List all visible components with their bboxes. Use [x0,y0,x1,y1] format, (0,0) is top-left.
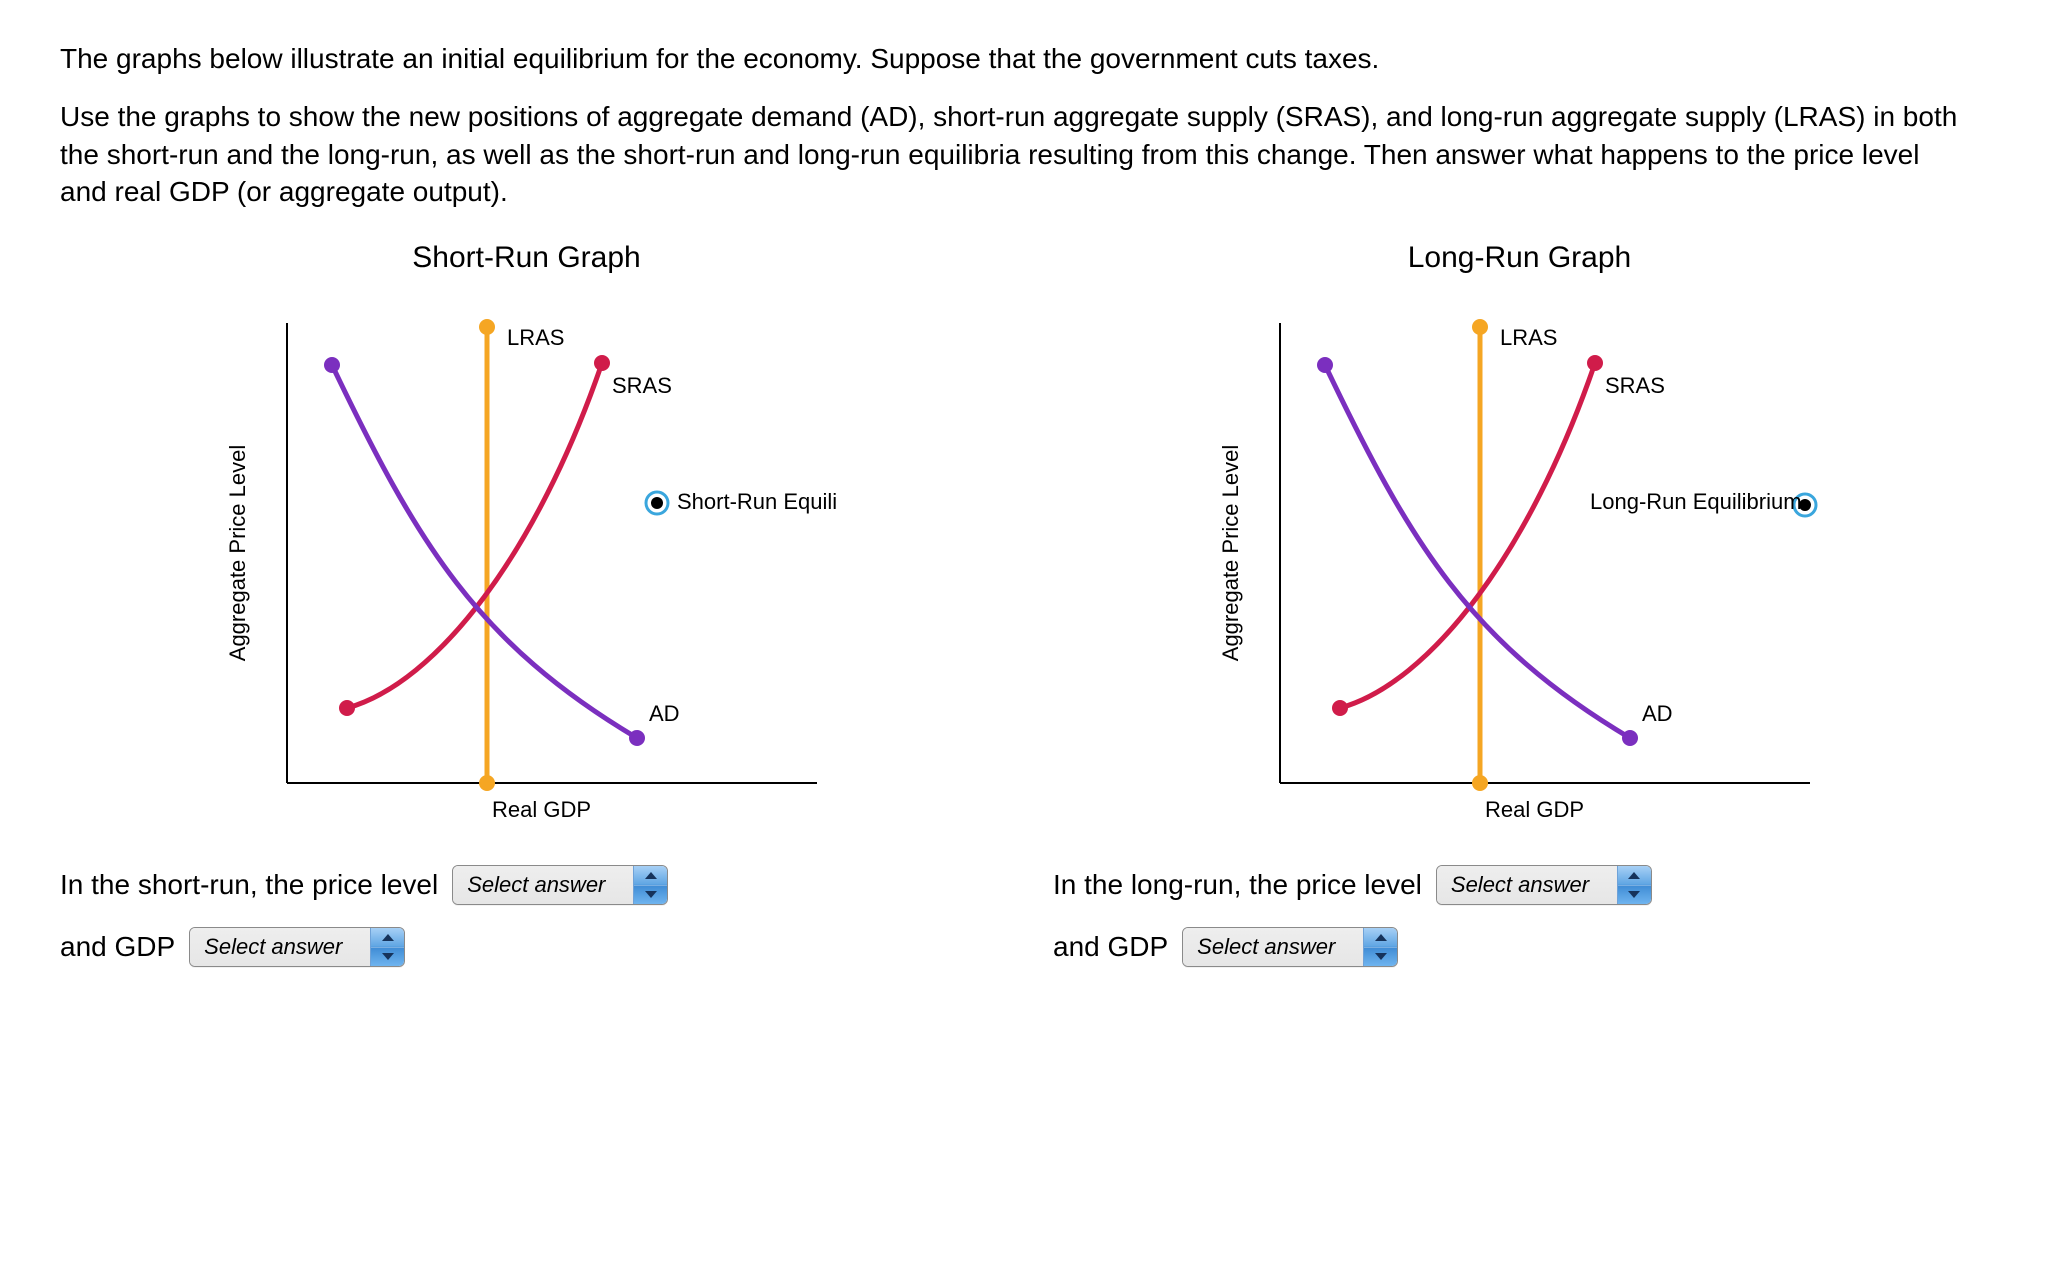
sras-label: SRAS [1605,373,1665,398]
select-placeholder: Select answer [190,928,370,966]
chevron-down-icon [371,948,404,967]
chevron-up-icon [1364,928,1397,948]
sras-endpoint[interactable] [1332,700,1348,716]
chevron-up-icon [634,866,667,886]
equilibrium-point[interactable] [646,492,668,514]
select-placeholder: Select answer [1183,928,1363,966]
short-run-answer-line1: In the short-run, the price level Select… [60,865,993,905]
ad-endpoint[interactable] [324,357,340,373]
long-run-answer-line1: In the long-run, the price level Select … [1053,865,1986,905]
y-axis-label: Aggregate Price Level [1218,445,1243,661]
lras-endpoint[interactable] [1472,319,1488,335]
chevron-down-icon [634,886,667,905]
chevron-up-icon [1618,866,1651,886]
equilibrium-label: Short-Run Equilibrium [677,489,837,514]
sras-endpoint[interactable] [339,700,355,716]
chevron-up-icon [371,928,404,948]
stepper-icon [370,928,404,966]
short-run-price-label: In the short-run, the price level [60,869,438,901]
select-placeholder: Select answer [1437,866,1617,904]
select-placeholder: Select answer [453,866,633,904]
lras-endpoint[interactable] [479,775,495,791]
lras-label: LRAS [1500,325,1557,350]
lras-endpoint[interactable] [479,319,495,335]
short-run-gdp-select[interactable]: Select answer [189,927,405,967]
sras-curve[interactable] [347,363,602,708]
y-axis-label: Aggregate Price Level [225,445,250,661]
lras-label: LRAS [507,325,564,350]
chevron-down-icon [1364,948,1397,967]
x-axis-label: Real GDP [492,797,591,822]
chevron-down-icon [1618,886,1651,905]
long-run-answer-line2: and GDP Select answer [1053,927,1986,967]
long-run-price-label: In the long-run, the price level [1053,869,1422,901]
ad-endpoint[interactable] [1622,730,1638,746]
long-run-graph-title: Long-Run Graph [1408,241,1631,275]
short-run-graph[interactable]: Aggregate Price Level Real GDP LRAS SRAS AD S… [217,283,837,843]
long-run-price-select[interactable]: Select answer [1436,865,1652,905]
ad-endpoint[interactable] [1317,357,1333,373]
x-axis-label: Real GDP [1485,797,1584,822]
long-run-graph[interactable]: Aggregate Price Level Real GDP LRAS SRAS AD L… [1210,283,1830,843]
ad-label: AD [649,701,680,726]
question-paragraph-1: The graphs below illustrate an initial e… [60,40,1960,78]
sras-endpoint[interactable] [1587,355,1603,371]
short-run-gdp-label: and GDP [60,931,175,963]
sras-curve[interactable] [1340,363,1595,708]
stepper-icon [1363,928,1397,966]
long-run-gdp-select[interactable]: Select answer [1182,927,1398,967]
sras-label: SRAS [612,373,672,398]
ad-endpoint[interactable] [629,730,645,746]
short-run-price-select[interactable]: Select answer [452,865,668,905]
short-run-block: Short-Run Graph Aggregate Price Level Rea… [60,241,993,967]
lras-endpoint[interactable] [1472,775,1488,791]
short-run-answer-line2: and GDP Select answer [60,927,993,967]
long-run-gdp-label: and GDP [1053,931,1168,963]
sras-endpoint[interactable] [594,355,610,371]
question-paragraph-2: Use the graphs to show the new positions… [60,98,1960,211]
stepper-icon [1617,866,1651,904]
graphs-row: Short-Run Graph Aggregate Price Level Rea… [60,241,1986,967]
question-text: The graphs below illustrate an initial e… [60,40,1960,211]
long-run-block: Long-Run Graph Aggregate Price Level Real… [1053,241,1986,967]
equilibrium-label: Long-Run Equilibrium [1590,489,1802,514]
short-run-graph-title: Short-Run Graph [412,241,640,275]
stepper-icon [633,866,667,904]
ad-label: AD [1642,701,1673,726]
